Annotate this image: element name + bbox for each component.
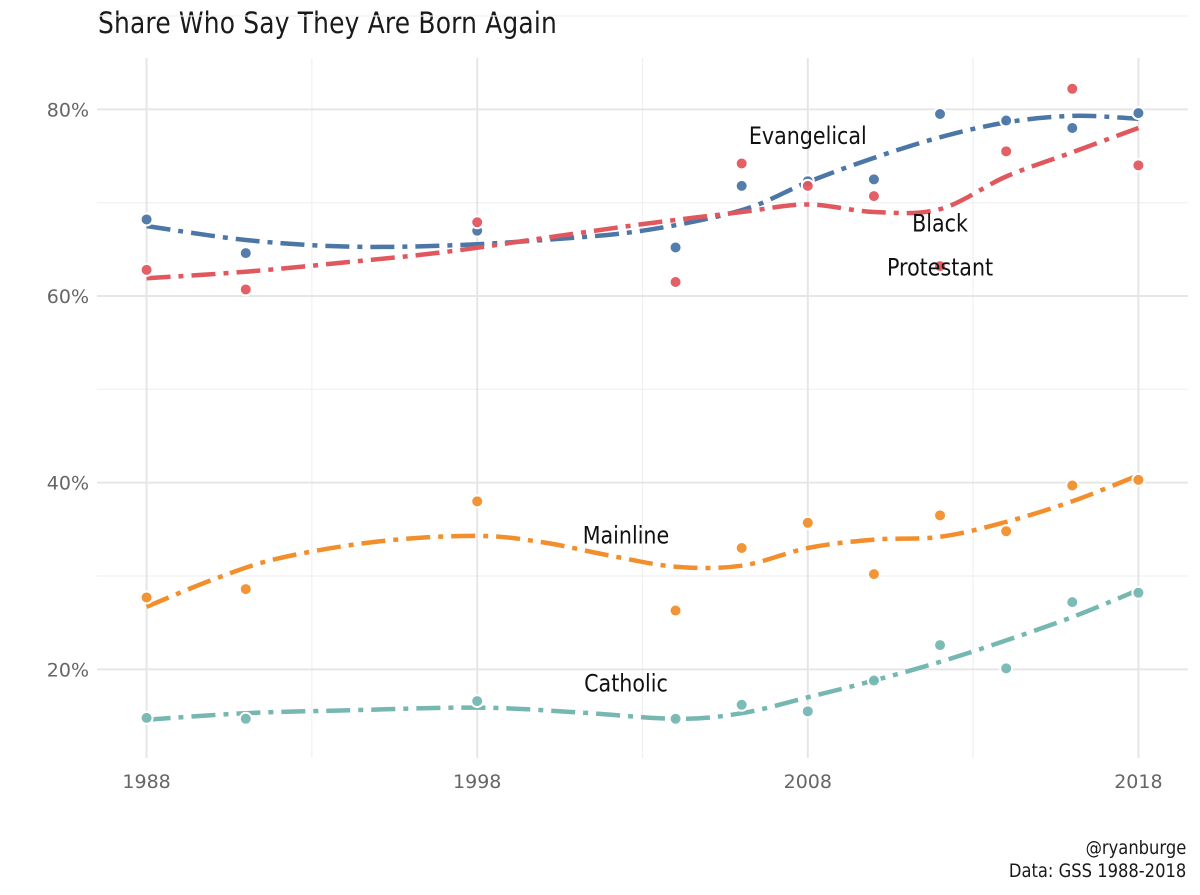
- data-point-catholic: [1065, 595, 1080, 610]
- data-point-black-protestant: [999, 144, 1014, 159]
- data-point-evangelical: [734, 178, 749, 193]
- y-tick-label: 40%: [47, 473, 89, 495]
- data-point-mainline: [668, 603, 683, 618]
- x-tick-label: 2018: [1114, 771, 1162, 793]
- series-labels: Evangelical Black Protestant Mainline Cathol…: [583, 122, 994, 698]
- series-label: Catholic: [584, 670, 668, 698]
- data-point-catholic: [1131, 585, 1146, 600]
- data-point-black-protestant: [470, 215, 485, 230]
- data-point-mainline: [238, 582, 253, 597]
- chart-title: Share Who Say They Are Born Again: [98, 6, 557, 40]
- series-label: Evangelical: [749, 122, 867, 150]
- data-point-mainline: [999, 524, 1014, 539]
- data-point-mainline: [139, 590, 154, 605]
- data-point-mainline: [470, 494, 485, 509]
- data-point-black-protestant: [933, 259, 948, 274]
- data-point-black-protestant: [734, 156, 749, 171]
- caption-source: Data: GSS 1988-2018: [1008, 860, 1186, 882]
- data-point-black-protestant: [866, 189, 881, 204]
- data-point-mainline: [933, 508, 948, 523]
- y-tick-label: 80%: [47, 99, 89, 121]
- data-point-evangelical: [238, 246, 253, 261]
- data-points: [139, 81, 1146, 726]
- x-tick-label: 1988: [122, 771, 170, 793]
- trend-line-catholic: [146, 587, 1140, 722]
- data-point-evangelical: [1131, 106, 1146, 121]
- trend-line-mainline: [145, 473, 1140, 609]
- axis-ticks: 1988 1998 2008 2018 20% 40% 60% 80%: [47, 99, 1163, 793]
- y-tick-label: 20%: [47, 659, 89, 681]
- data-point-evangelical: [933, 107, 948, 121]
- x-tick-label: 1998: [453, 771, 501, 793]
- data-point-mainline: [800, 515, 815, 530]
- data-point-evangelical: [668, 240, 683, 255]
- data-point-catholic: [668, 711, 683, 726]
- caption-handle: @ryanburge: [1085, 837, 1186, 859]
- series-label: Protestant: [887, 254, 993, 282]
- data-point-black-protestant: [139, 262, 154, 277]
- data-point-mainline: [1065, 478, 1080, 493]
- data-point-evangelical: [1065, 121, 1080, 135]
- data-point-mainline: [1131, 472, 1146, 487]
- data-point-evangelical: [866, 172, 881, 187]
- data-point-evangelical: [139, 212, 154, 227]
- data-point-mainline: [866, 567, 881, 582]
- data-point-catholic: [933, 638, 948, 653]
- data-point-catholic: [470, 694, 485, 709]
- data-point-black-protestant: [1131, 158, 1146, 173]
- data-point-catholic: [866, 673, 881, 688]
- data-point-mainline: [734, 541, 749, 555]
- trend-line-black-protestant: [146, 125, 1140, 281]
- series-label: Mainline: [583, 522, 669, 550]
- data-point-evangelical: [999, 113, 1014, 128]
- data-point-black-protestant: [1065, 81, 1080, 96]
- data-point-catholic: [999, 661, 1014, 676]
- data-point-catholic: [800, 704, 815, 719]
- gridlines: [97, 15, 1188, 758]
- y-tick-label: 60%: [47, 286, 89, 308]
- data-point-black-protestant: [800, 178, 815, 193]
- data-point-black-protestant: [668, 275, 683, 289]
- series-label: Black: [912, 210, 968, 238]
- caption: @ryanburge Data: GSS 1988-2018: [1009, 837, 1186, 883]
- data-point-black-protestant: [238, 282, 253, 297]
- data-point-catholic: [238, 711, 253, 726]
- x-tick-label: 2008: [784, 771, 832, 793]
- data-point-catholic: [139, 710, 154, 725]
- data-point-catholic: [734, 697, 749, 712]
